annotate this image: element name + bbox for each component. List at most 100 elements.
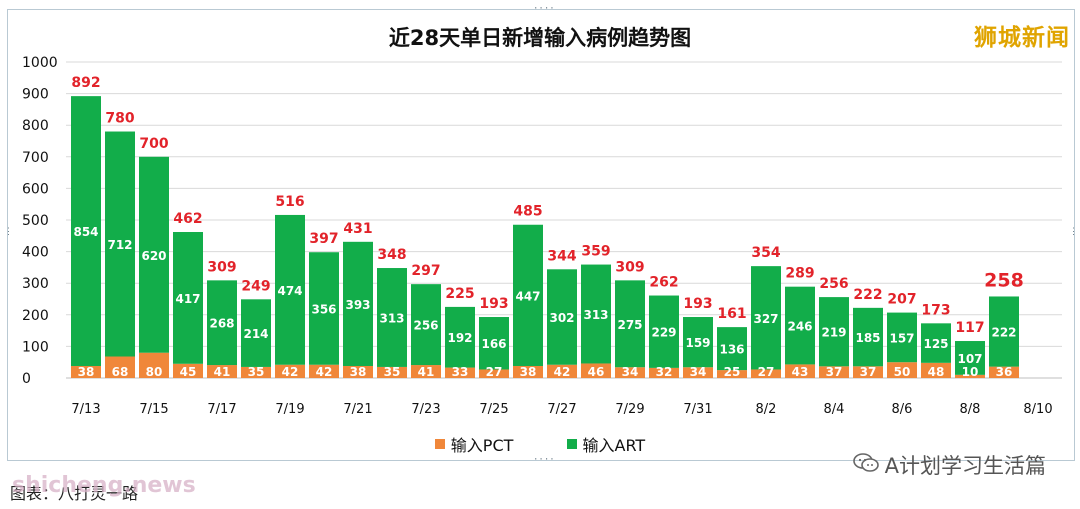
x-tick-label: 7/23 — [411, 402, 440, 417]
bar-segment-pct — [751, 369, 781, 378]
data-label-pct: 34 — [690, 365, 707, 379]
bar-segment-art — [683, 317, 713, 368]
data-label-pct: 35 — [384, 365, 401, 379]
data-label-total: 193 — [479, 296, 508, 312]
bar-segment-pct — [955, 374, 985, 378]
data-label-total: 258 — [984, 269, 1024, 291]
y-tick-label: 1000 — [22, 55, 58, 71]
resize-handle-bottom[interactable]: ···· — [533, 455, 555, 465]
bar-segment-art — [547, 269, 577, 365]
data-label-art: 313 — [583, 308, 608, 322]
bar-segment-art — [751, 266, 781, 370]
data-label-pct: 27 — [758, 365, 775, 379]
x-tick-label: 8/4 — [824, 402, 845, 417]
data-label-art: 219 — [821, 326, 846, 340]
wechat-credit: A计划学习生活篇 — [852, 450, 1046, 480]
data-label-total: 256 — [819, 276, 848, 292]
data-label-pct: 33 — [452, 365, 469, 379]
bar-segment-pct — [377, 366, 407, 378]
data-label-pct: 50 — [894, 365, 911, 379]
bar-segment-art — [887, 312, 917, 363]
x-tick-label: 7/29 — [615, 402, 644, 417]
bar-segment-art — [581, 264, 611, 364]
source-credit: 图表：八打灵一路 — [10, 484, 139, 503]
bar-segment-pct — [275, 364, 305, 378]
wechat-account-name: A计划学习生活篇 — [884, 454, 1046, 478]
data-label-art: 107 — [957, 352, 982, 366]
data-label-total: 193 — [683, 296, 712, 312]
data-label-art: 214 — [243, 327, 268, 341]
bar-segment-art — [105, 131, 135, 357]
data-label-pct: 25 — [724, 365, 741, 379]
data-label-art: 313 — [379, 311, 404, 325]
data-label-art: 275 — [617, 318, 642, 332]
data-label-total: 297 — [411, 263, 440, 279]
data-label-pct: 38 — [350, 365, 367, 379]
data-label-pct: 35 — [248, 365, 265, 379]
data-label-pct: 43 — [792, 365, 809, 379]
data-label-art: 302 — [549, 311, 574, 325]
legend-swatch-art — [566, 439, 577, 449]
data-label-pct: 37 — [860, 365, 877, 379]
data-label-art: 417 — [175, 292, 200, 306]
y-tick-label: 600 — [22, 181, 49, 197]
data-label-art: 166 — [481, 337, 506, 351]
bar-segment-art — [853, 307, 883, 367]
data-label-total: 359 — [581, 244, 610, 260]
wechat-icon — [852, 452, 879, 478]
legend-swatch-pct — [434, 439, 445, 449]
bar-segment-pct — [581, 363, 611, 378]
resize-handle-top[interactable]: ···· — [533, 4, 555, 14]
data-label-art: 157 — [889, 331, 914, 345]
chart-legend: 输入PCT 输入ART — [0, 432, 1080, 456]
data-label-art: 474 — [277, 284, 302, 298]
data-label-total: 225 — [445, 286, 474, 302]
data-label-art: 192 — [447, 331, 472, 345]
y-tick-label: 300 — [22, 276, 49, 292]
bar-segment-art — [275, 214, 305, 365]
x-tick-label: 8/8 — [960, 402, 981, 417]
y-tick-label: 100 — [22, 339, 49, 355]
bar-segment-art — [207, 280, 237, 366]
bar-segment-pct — [887, 362, 917, 378]
bar-segment-pct — [173, 363, 203, 378]
data-label-art: 327 — [753, 312, 778, 326]
data-label-art: 125 — [923, 337, 948, 351]
x-tick-label: 7/15 — [139, 402, 168, 417]
resize-handle-left[interactable]: ⋮ — [4, 227, 13, 237]
data-label-pct: 10 — [962, 365, 979, 379]
data-label-total: 309 — [615, 259, 644, 275]
data-label-art: 854 — [73, 225, 98, 239]
y-tick-label: 900 — [22, 87, 49, 103]
data-label-total: 397 — [309, 231, 338, 247]
data-label-total: 309 — [207, 259, 236, 275]
x-tick-label: 8/10 — [1023, 402, 1052, 417]
bar-segment-pct — [71, 365, 101, 378]
bar-segment-pct — [717, 370, 747, 378]
data-label-art: 393 — [345, 298, 370, 312]
data-label-pct: 68 — [112, 365, 129, 379]
bar-segment-pct — [989, 366, 1019, 378]
data-label-art: 222 — [991, 326, 1016, 340]
x-tick-label: 8/2 — [756, 402, 777, 417]
bar-segment-pct — [853, 366, 883, 378]
bar-segment-art — [513, 224, 543, 366]
y-tick-label: 800 — [22, 118, 49, 134]
data-label-art: 712 — [107, 238, 132, 252]
bar-segment-art — [411, 284, 441, 366]
data-label-pct: 42 — [554, 365, 571, 379]
data-label-pct: 38 — [78, 365, 95, 379]
resize-handle-right[interactable]: ⋮ — [1069, 227, 1078, 237]
data-label-pct: 37 — [826, 365, 843, 379]
bar-segment-pct — [309, 364, 339, 378]
bar-segment-pct — [411, 365, 441, 378]
bar-segment-art — [955, 341, 985, 375]
bar-segment-pct — [105, 356, 135, 378]
bar-segment-art — [71, 96, 101, 366]
data-label-total: 344 — [547, 248, 576, 264]
data-label-art: 159 — [685, 336, 710, 350]
data-label-pct: 27 — [486, 365, 503, 379]
bar-segment-art — [139, 156, 169, 353]
bar-segment-pct — [207, 365, 237, 378]
data-label-art: 185 — [855, 331, 880, 345]
